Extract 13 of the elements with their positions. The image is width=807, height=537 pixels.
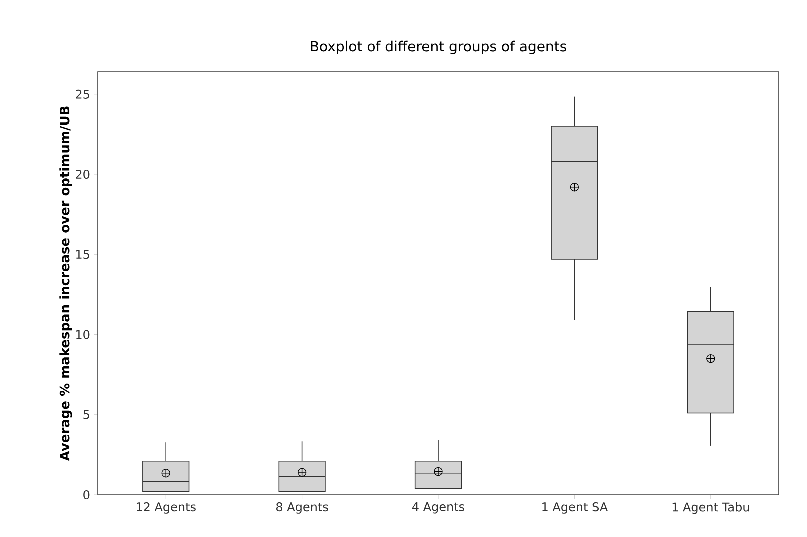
y-tick-label: 5 — [84, 410, 90, 420]
x-tick-label: 8 Agents — [276, 502, 328, 514]
y-tick-label: 0 — [84, 490, 90, 500]
y-axis-title: Average % makespan increase over optimum/UB — [60, 106, 72, 462]
y-tick-label: 25 — [76, 90, 90, 99]
x-tick-label: 4 Agents — [412, 502, 465, 514]
y-tick-label: 15 — [76, 250, 90, 260]
chart-title: Boxplot of different groups of agents — [311, 40, 566, 54]
x-tick-label: 1 Agent SA — [542, 502, 608, 514]
x-tick-label: 1 Agent Tabu — [672, 502, 750, 514]
y-tick-label: 20 — [76, 170, 90, 180]
y-tick-label: 10 — [76, 330, 90, 340]
x-tick-label: 12 Agents — [136, 502, 196, 514]
